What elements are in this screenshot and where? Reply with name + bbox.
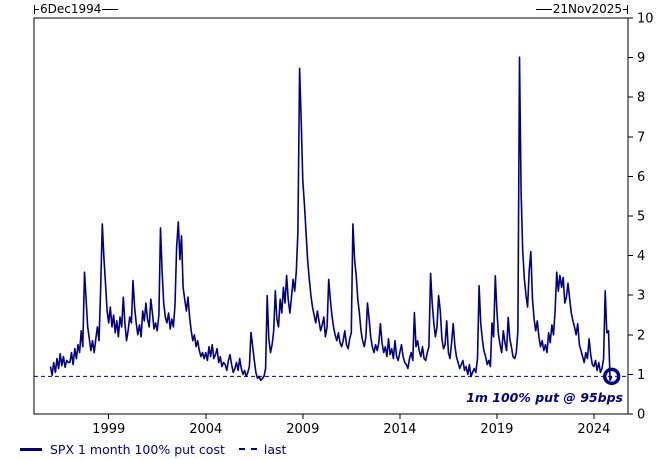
range-end-dash-line: [535, 8, 552, 10]
legend-series-label: SPX 1 month 100% put cost: [50, 441, 225, 457]
range-start-stub-line: [35, 8, 39, 10]
y-axis-tick-label: 1: [637, 368, 645, 383]
date-range-start-label: 6Dec1994: [34, 2, 119, 16]
range-end-tick-icon: [627, 4, 628, 14]
chart-annotation: 1m 100% put @ 95bps: [466, 390, 623, 405]
x-axis-tick-label: 2024: [577, 422, 610, 437]
plot-frame: [33, 17, 629, 415]
y-axis-tick-label: 0: [637, 408, 645, 423]
last-value-circle-marker: [603, 367, 621, 386]
range-start-dash-line: [102, 8, 119, 10]
x-axis-tick-label: 1999: [92, 422, 125, 437]
y-axis-tick-label: 4: [637, 249, 645, 264]
y-axis-tick-label: 5: [637, 210, 645, 225]
range-start-tick-icon: [34, 4, 35, 14]
y-axis-tick-label: 8: [637, 91, 645, 106]
x-axis-tick-label: 2009: [286, 422, 319, 437]
put-cost-line: [49, 56, 613, 382]
chart-legend: SPX 1 month 100% put cost last: [20, 441, 286, 457]
date-range-end-text: 21Nov2025: [552, 2, 622, 16]
y-axis-tick-label: 9: [637, 51, 645, 66]
y-axis-tick-label: 10: [637, 12, 654, 27]
y-axis-tick-label: 6: [637, 170, 645, 185]
y-axis-tick-label: 3: [637, 289, 645, 304]
x-axis-tick-label: 2019: [480, 422, 513, 437]
range-end-stub-line: [623, 8, 627, 10]
date-range-start-text: 6Dec1994: [40, 2, 102, 16]
x-axis-tick-label: 2014: [383, 422, 416, 437]
x-axis-tick-label: 2004: [189, 422, 222, 437]
legend-last-label: last: [263, 441, 287, 457]
y-axis-tick-label: 2: [637, 328, 645, 343]
legend-dashed-line-swatch-icon: [238, 448, 257, 450]
legend-solid-line-swatch-icon: [20, 447, 42, 451]
date-range-end-label: 21Nov2025: [535, 2, 628, 16]
y-axis-tick-label: 7: [637, 130, 645, 145]
